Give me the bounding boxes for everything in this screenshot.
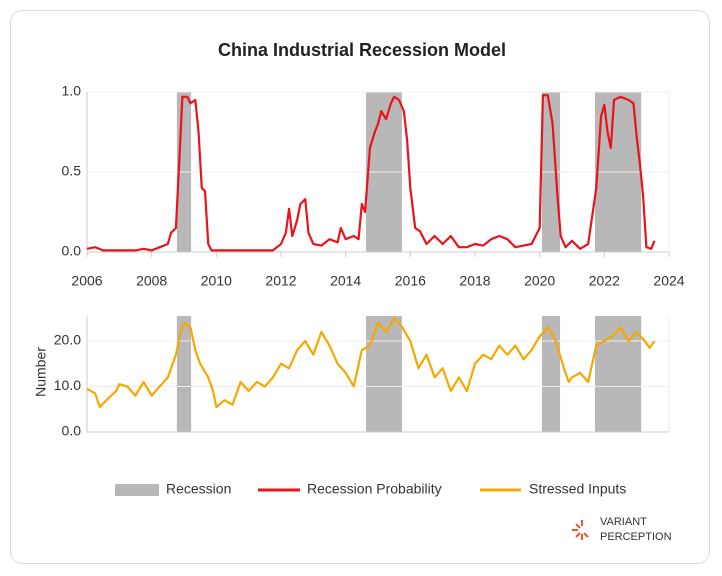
y-tick-label: 0.0 (62, 243, 82, 259)
legend-label: Stressed Inputs (529, 481, 626, 497)
logo-text: VARIANT (600, 516, 647, 528)
x-tick-label: 2020 (524, 273, 555, 289)
recession-band (541, 316, 561, 432)
data-line (86, 94, 656, 252)
chart-title: China Industrial Recession Model (218, 40, 506, 60)
x-tick-label: 2018 (459, 273, 490, 289)
y-tick-label: 1.0 (62, 83, 82, 99)
x-tick-label: 2010 (201, 273, 232, 289)
logo-text: PERCEPTION (600, 531, 672, 543)
x-tick-label: 2022 (589, 273, 620, 289)
y-axis-label: Number (33, 347, 49, 397)
y-tick-label: 20.0 (54, 332, 81, 348)
y-tick-label: 0.5 (62, 163, 82, 179)
x-tick-label: 2012 (265, 273, 296, 289)
x-tick-label: 2014 (330, 273, 361, 289)
x-tick-label: 2006 (71, 273, 102, 289)
legend-label: Recession (166, 481, 231, 497)
x-tick-label: 2024 (653, 273, 684, 289)
x-tick-label: 2016 (395, 273, 426, 289)
legend-swatch (115, 484, 159, 496)
x-tick-label: 2008 (136, 273, 167, 289)
recession-band (366, 316, 402, 432)
legend-label: Recession Probability (307, 481, 442, 497)
y-tick-label: 10.0 (54, 377, 81, 393)
data-line (86, 317, 656, 409)
logo-icon (572, 520, 589, 540)
y-tick-label: 0.0 (62, 423, 82, 439)
recession-band (176, 316, 192, 432)
card (10, 10, 710, 564)
